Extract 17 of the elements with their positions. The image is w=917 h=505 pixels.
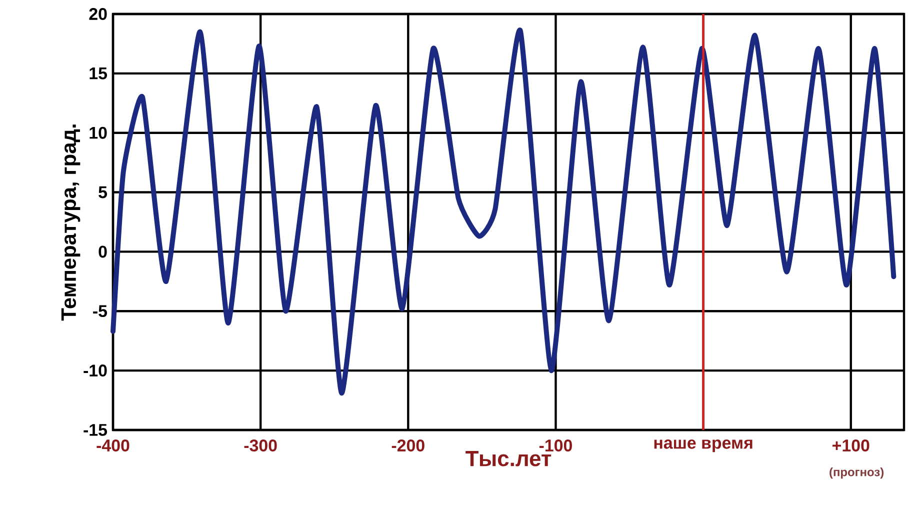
x-tick-label: +100 <box>832 440 870 452</box>
y-tick-label: 5 <box>98 186 108 198</box>
y-tick-label: 15 <box>90 68 108 80</box>
x-tick-label: -200 <box>392 440 424 452</box>
x-tick-label: наше время <box>654 440 752 452</box>
y-tick-label: -15 <box>84 424 108 436</box>
text: (прогноз) <box>830 468 884 479</box>
y-tick-label: 10 <box>90 126 107 139</box>
y-tick-label: -10 <box>84 364 107 377</box>
y-tick-label: -5 <box>93 305 108 318</box>
x-tick-label: -300 <box>244 440 277 452</box>
y-axis-title: Температура, град. <box>61 124 80 321</box>
y-tick-label: 20 <box>89 8 107 20</box>
x-tick-label: -100 <box>539 440 572 452</box>
y-tick-label: 0 <box>98 246 107 258</box>
x-tick-label: -400 <box>96 440 130 452</box>
x-axis-title: Тыс.лет <box>466 451 552 466</box>
